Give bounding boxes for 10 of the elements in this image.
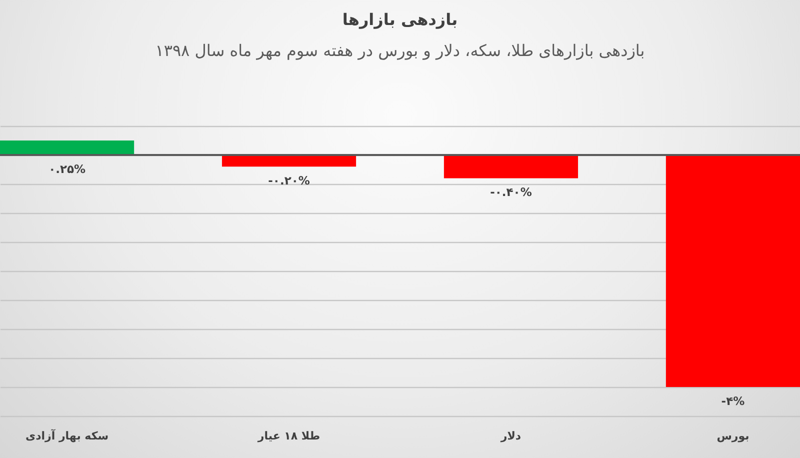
chart-subtitle: بازدهی بازارهای طلا، سکه، دلار و بورس در هفته سوم مهر ماه سال ۱۳۹۸ <box>155 41 645 60</box>
data-label: -۴% <box>721 394 746 408</box>
data-label: -۰.۲۰% <box>268 174 310 188</box>
x-tick-label: سکه بهار آزادی <box>26 428 109 442</box>
x-tick-label: طلا ۱۸ عیار <box>256 430 320 442</box>
data-label: -۰.۴۰% <box>490 185 532 200</box>
x-tick-label: دلار <box>500 430 522 442</box>
data-label: ۰.۲۵% <box>48 162 86 176</box>
x-tick-label: بورس <box>716 430 750 442</box>
chart-title: بازدهی بازارها <box>342 10 458 29</box>
